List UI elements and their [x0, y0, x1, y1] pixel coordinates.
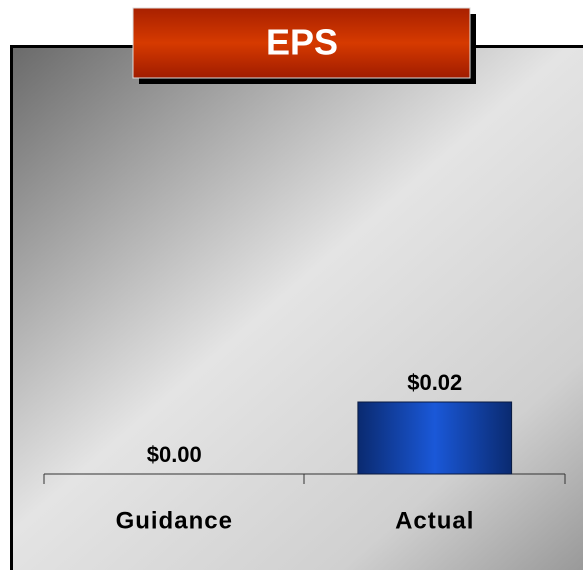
- value-label: $0.02: [407, 370, 462, 395]
- chart-title: EPS: [266, 22, 338, 63]
- value-label: $0.00: [147, 442, 202, 467]
- x-tick-label: Guidance: [116, 507, 233, 534]
- title-banner: [132, 7, 471, 79]
- x-tick-label: Actual: [395, 507, 474, 534]
- panel: [10, 45, 583, 570]
- bar: [357, 401, 513, 475]
